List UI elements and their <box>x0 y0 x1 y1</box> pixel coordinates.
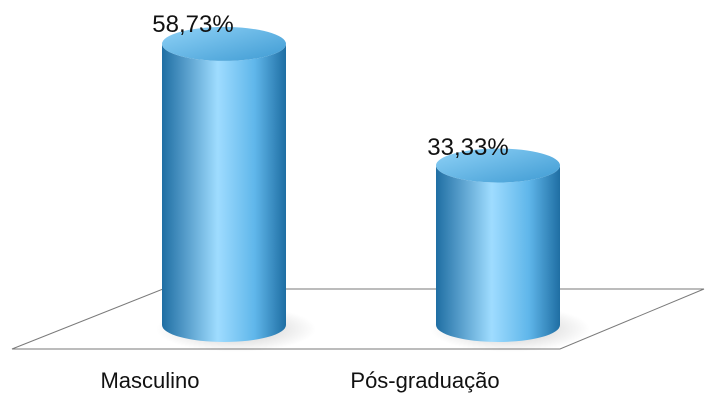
category-label-masculino: Masculino <box>100 368 199 393</box>
bar-top-pos-graduacao <box>436 148 560 183</box>
value-label-masculino: 58,73% <box>152 11 233 38</box>
bar-masculino <box>162 43 286 343</box>
value-label-pos-graduacao: 33,33% <box>427 134 508 161</box>
bar-top-masculino <box>162 26 286 61</box>
category-label-pos-graduacao: Pós-graduação <box>350 368 499 393</box>
floor-plane <box>11 288 705 350</box>
bar-pos-graduacao <box>436 165 560 342</box>
bars-group <box>156 26 590 352</box>
